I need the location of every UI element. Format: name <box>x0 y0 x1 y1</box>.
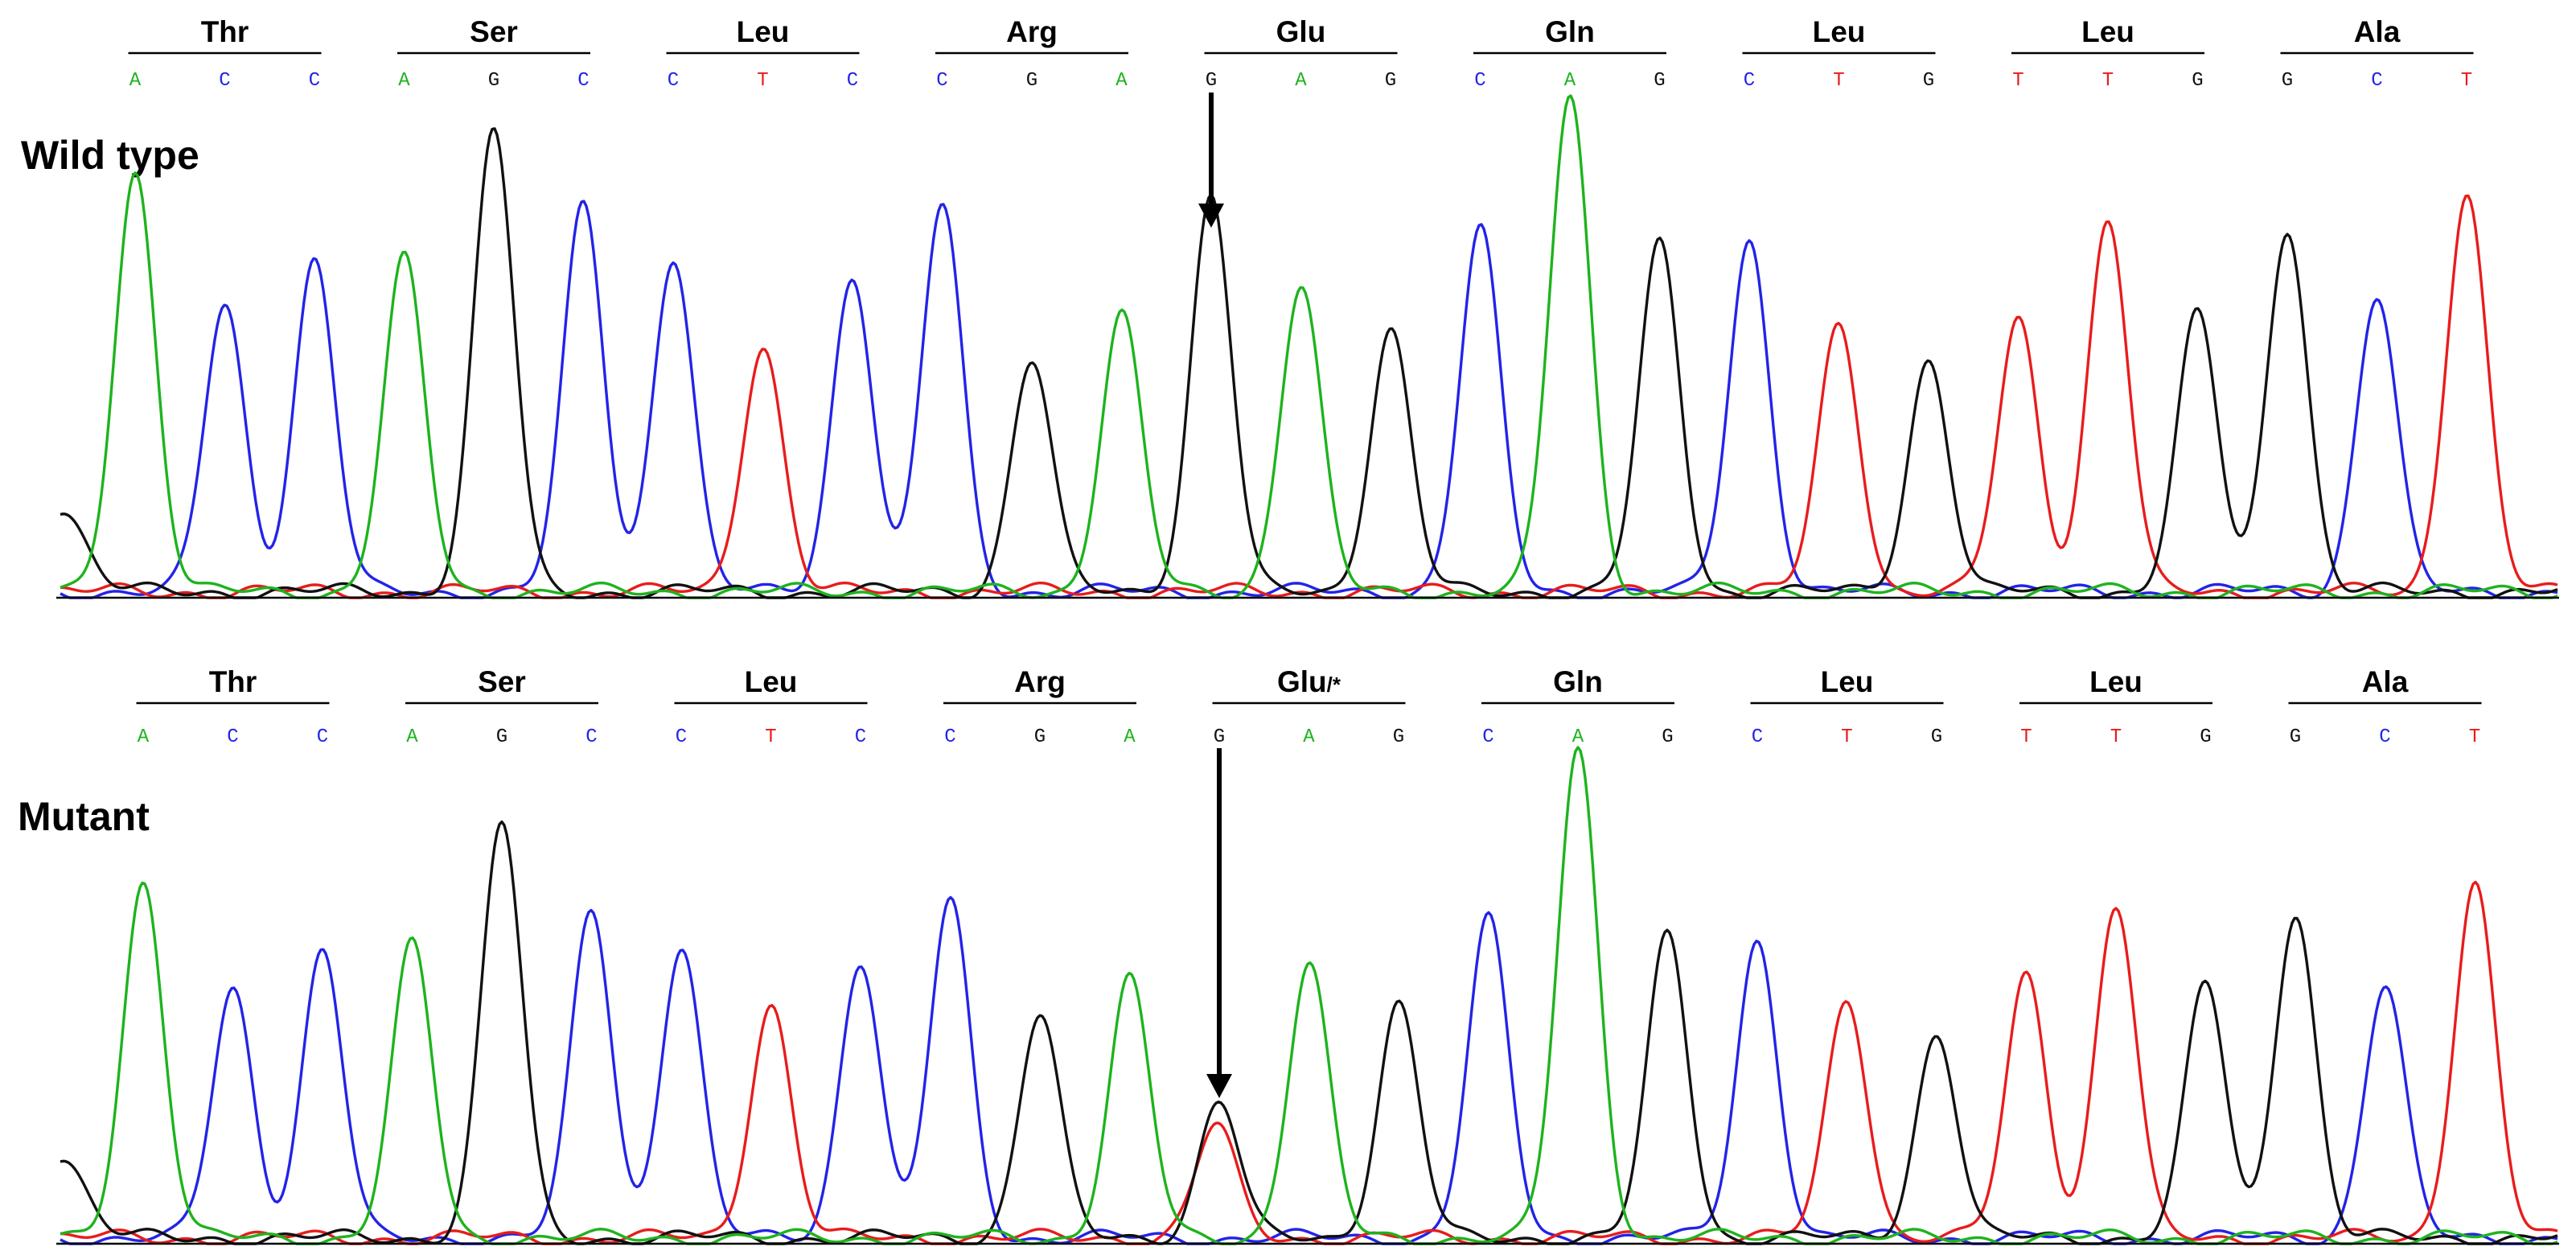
base-call-letter: T <box>2461 70 2472 92</box>
base-call-letter: C <box>585 726 597 748</box>
codon-amino-acid-label: Leu <box>1821 665 1874 698</box>
base-call-letter: G <box>2192 70 2203 92</box>
base-call-letter: A <box>129 70 142 92</box>
base-call-letter: G <box>1206 70 1217 92</box>
base-call-letter: T <box>765 726 776 748</box>
trace-A <box>60 746 2558 1245</box>
base-call-letter: C <box>847 70 858 92</box>
mutant-label: Mutant <box>18 794 150 839</box>
codon-amino-acid-label: Arg <box>1014 665 1066 698</box>
base-call-letter: G <box>2290 726 2301 748</box>
codon-amino-acid-label: Ala <box>2354 15 2401 48</box>
base-call-letter: A <box>138 726 150 748</box>
base-call-letter: G <box>1393 726 1404 748</box>
base-call-letter: G <box>1923 70 1934 92</box>
codon-amino-acid-label: Ala <box>2362 665 2409 698</box>
mutation-arrow-head <box>1198 204 1224 228</box>
base-call-letter: C <box>309 70 320 92</box>
base-call-letter: C <box>1752 726 1763 748</box>
base-call-letter: G <box>1931 726 1942 748</box>
trace-T <box>60 194 2558 599</box>
base-call-letter: C <box>227 726 238 748</box>
base-call-letter: G <box>1654 70 1665 92</box>
base-call-letter: G <box>1034 726 1046 748</box>
codon-amino-acid-label: Leu <box>2081 15 2134 48</box>
base-call-letter: C <box>668 70 679 92</box>
base-call-letter: T <box>2102 70 2114 92</box>
codon-amino-acid-label: Gln <box>1553 665 1603 698</box>
trace-G <box>60 127 2558 599</box>
base-call-letter: G <box>488 70 499 92</box>
base-call-letter: A <box>1564 70 1576 92</box>
codon-amino-acid-label: Glu <box>1276 15 1326 48</box>
base-call-letter: G <box>1214 726 1225 748</box>
codon-amino-acid-label: Ser <box>470 15 518 48</box>
codon-amino-acid-label: Leu <box>2089 665 2143 698</box>
base-call-letter: C <box>1482 726 1493 748</box>
codon-amino-acid-label: Leu <box>737 15 790 48</box>
base-call-letter: G <box>496 726 507 748</box>
base-call-letter: T <box>1841 726 1852 748</box>
base-call-letter: C <box>317 726 328 748</box>
base-call-letter: A <box>1295 70 1307 92</box>
codon-amino-acid-label: Gln <box>1545 15 1595 48</box>
codon-amino-acid-label: Glu/* <box>1277 665 1341 698</box>
base-call-letter: T <box>2469 726 2480 748</box>
base-call-letter: C <box>944 726 955 748</box>
base-call-letter: G <box>1662 726 1673 748</box>
base-call-letter: T <box>2012 70 2023 92</box>
base-call-letter: G <box>1385 70 1396 92</box>
base-call-letter: C <box>676 726 687 748</box>
base-call-letter: T <box>2020 726 2032 748</box>
base-call-letter: T <box>757 70 768 92</box>
codon-amino-acid-label: Thr <box>209 665 257 698</box>
codon-amino-acid-label: Ser <box>478 665 526 698</box>
trace-G <box>60 820 2558 1245</box>
base-call-letter: G <box>2282 70 2293 92</box>
base-call-letter: C <box>2371 70 2382 92</box>
trace-A <box>60 94 2558 599</box>
base-call-letter: G <box>2200 726 2211 748</box>
trace-T <box>60 880 2558 1245</box>
base-call-letter: A <box>398 70 410 92</box>
codon-amino-acid-label: Arg <box>1006 15 1058 48</box>
trace-C <box>60 895 2558 1245</box>
base-call-letter: C <box>936 70 947 92</box>
base-call-letter: T <box>1833 70 1844 92</box>
wild-type-label: Wild type <box>21 133 199 178</box>
base-call-letter: T <box>2110 726 2122 748</box>
base-call-letter: A <box>1572 726 1584 748</box>
base-call-letter: C <box>2379 726 2390 748</box>
base-call-letter: C <box>219 70 230 92</box>
codon-amino-acid-label: Leu <box>745 665 798 698</box>
codon-amino-acid-label: Leu <box>1813 15 1866 48</box>
codon-amino-acid-label: Thr <box>201 15 249 48</box>
base-call-letter: A <box>406 726 418 748</box>
base-call-letter: A <box>1124 726 1136 748</box>
base-call-letter: C <box>1474 70 1485 92</box>
base-call-letter: C <box>1744 70 1755 92</box>
base-call-letter: A <box>1303 726 1315 748</box>
base-call-letter: C <box>855 726 866 748</box>
mutation-arrow-head <box>1206 1074 1232 1098</box>
base-call-letter: C <box>577 70 589 92</box>
trace-C <box>60 200 2558 599</box>
base-call-letter: A <box>1115 70 1128 92</box>
base-call-letter: G <box>1026 70 1037 92</box>
mutant-panel: Mutant Thr A C C Ser A G C Leu C T C Arg C G A Glu/* G A G G… <box>18 665 2559 1245</box>
